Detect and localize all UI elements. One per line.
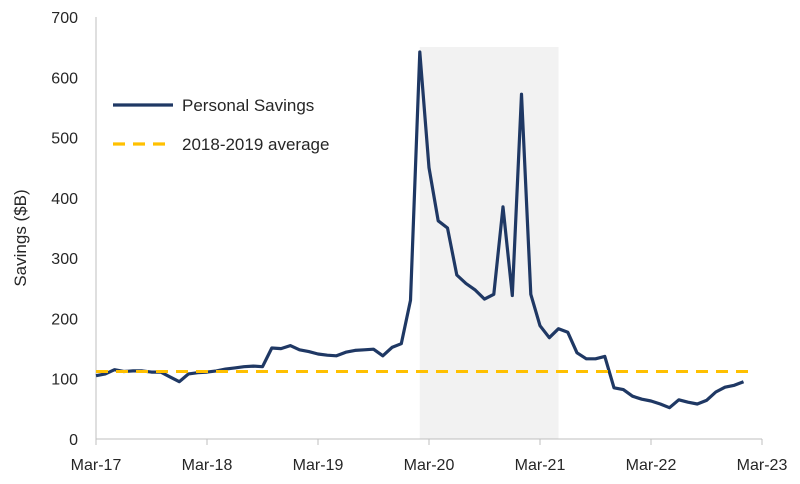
y-tick-label: 300: [51, 251, 78, 268]
x-axis-ticks: Mar-17 Mar-18 Mar-19 Mar-20 Mar-21 Mar-22 Mar-…: [71, 439, 788, 474]
y-tick-label: 700: [51, 10, 78, 27]
legend-label: Personal Savings: [182, 96, 314, 115]
y-tick-label: 100: [51, 372, 78, 389]
x-tick-label: Mar-19: [293, 457, 344, 474]
legend: Personal Savings 2018-2019 average: [113, 96, 329, 154]
y-axis-ticks: 0 100 200 300 400 500 600 700: [51, 10, 78, 449]
series-layer: [95, 50, 753, 410]
y-axis-title: Savings ($B): [11, 189, 30, 286]
y-tick-label: 500: [51, 131, 78, 148]
y-tick-label: 0: [69, 432, 78, 449]
shaded-period: [419, 47, 559, 439]
x-tick-label: Mar-23: [737, 457, 788, 474]
x-tick-label: Mar-18: [182, 457, 233, 474]
x-tick-label: Mar-22: [626, 457, 677, 474]
x-tick-label: Mar-20: [404, 457, 455, 474]
y-tick-label: 400: [51, 191, 78, 208]
x-tick-label: Mar-21: [515, 457, 566, 474]
y-tick-label: 600: [51, 70, 78, 87]
x-tick-label: Mar-17: [71, 457, 122, 474]
legend-label: 2018-2019 average: [182, 135, 329, 154]
y-tick-label: 200: [51, 311, 78, 328]
